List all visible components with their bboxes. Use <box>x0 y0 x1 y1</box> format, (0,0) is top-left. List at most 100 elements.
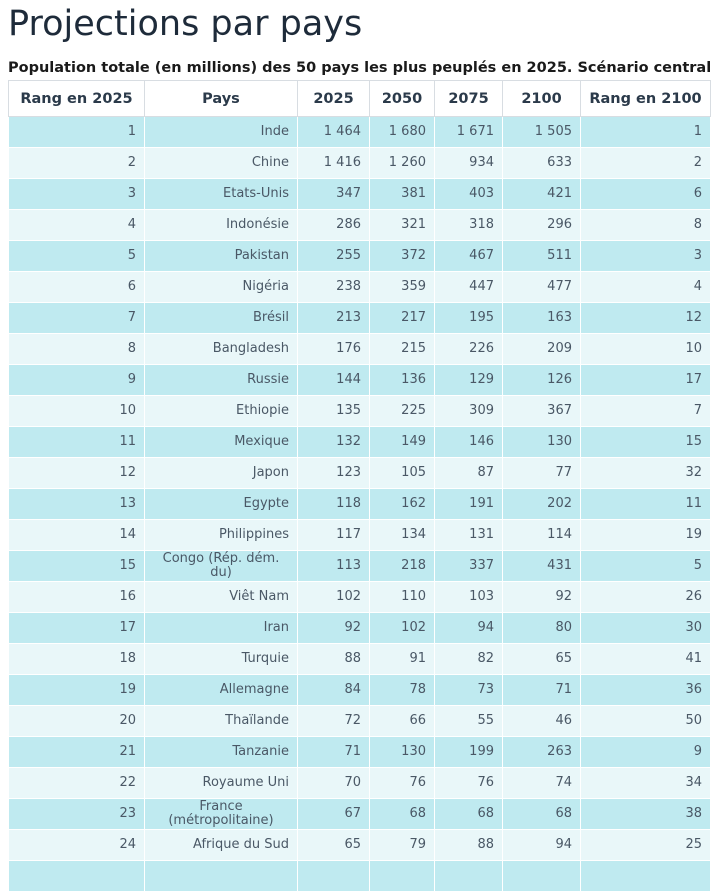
value-2075-cell: 309 <box>434 395 503 427</box>
table-row: 5 Pakistan 255 372 467 511 3 <box>8 240 711 272</box>
table-row: 7 Brésil 213 217 195 163 12 <box>8 302 711 334</box>
value-2100-cell: 209 <box>502 333 581 365</box>
value-2050-cell: 372 <box>369 240 435 272</box>
table-row: 3 Etats-Unis 347 381 403 421 6 <box>8 178 711 210</box>
value-2075-cell: 76 <box>434 767 503 799</box>
pays-label: Egypte <box>243 496 289 511</box>
value-2050-cell: 136 <box>369 364 435 396</box>
pays-label: Indonésie <box>226 217 289 232</box>
value-2050-cell: 76 <box>369 767 435 799</box>
pays-label: Allemagne <box>219 682 289 697</box>
rang-2100-cell: 6 <box>580 178 711 210</box>
rang-2025-cell: 14 <box>8 519 145 551</box>
value-2075-cell: 191 <box>434 488 503 520</box>
value-2100-cell: 65 <box>502 643 581 675</box>
rang-2025-cell: 20 <box>8 705 145 737</box>
pays-label: Viêt Nam <box>229 589 289 604</box>
value-2075-cell: 94 <box>434 612 503 644</box>
pays-cell: Inde <box>144 116 298 148</box>
value-2075-cell: 199 <box>434 736 503 768</box>
value-2075-cell: 226 <box>434 333 503 365</box>
value-2100-cell: 68 <box>502 798 581 830</box>
rang-2100-cell: 30 <box>580 612 711 644</box>
value-2025-cell: 176 <box>297 333 370 365</box>
header-rang-2025[interactable]: Rang en 2025 <box>8 80 145 117</box>
table-subtitle: Population totale (en millions) des 50 p… <box>8 60 712 76</box>
header-2075[interactable]: 2075 <box>434 80 503 117</box>
value-2100-cell: 74 <box>502 767 581 799</box>
value-2100-cell: 80 <box>502 612 581 644</box>
value-2025-cell: 1 416 <box>297 147 370 179</box>
table-row: 2 Chine 1 416 1 260 934 633 2 <box>8 147 711 179</box>
pays-cell: Ethiopie <box>144 395 298 427</box>
value-2050-cell: 78 <box>369 674 435 706</box>
value-2075-cell: 146 <box>434 426 503 458</box>
rang-2025-cell: 4 <box>8 209 145 241</box>
header-2050[interactable]: 2050 <box>369 80 435 117</box>
value-2100-cell: 126 <box>502 364 581 396</box>
header-rang-2100[interactable]: Rang en 2100 <box>580 80 711 117</box>
value-2050-cell: 321 <box>369 209 435 241</box>
value-2050-cell: 162 <box>369 488 435 520</box>
pays-label: Thaïlande <box>225 713 289 728</box>
value-2100-cell: 633 <box>502 147 581 179</box>
rang-2025-cell: 7 <box>8 302 145 334</box>
value-2050-cell: 381 <box>369 178 435 210</box>
value-2025-cell: 238 <box>297 271 370 303</box>
value-2050-cell: 110 <box>369 581 435 613</box>
table-row: 20 Thaïlande 72 66 55 46 50 <box>8 705 711 737</box>
rang-2025-cell: 1 <box>8 116 145 148</box>
pays-label: Russie <box>247 372 289 387</box>
header-2100[interactable]: 2100 <box>502 80 581 117</box>
value-2100-cell: 477 <box>502 271 581 303</box>
value-2025-cell: 65 <box>297 829 370 861</box>
table-row: 21 Tanzanie 71 130 199 263 9 <box>8 736 711 768</box>
value-2050-cell: 225 <box>369 395 435 427</box>
pays-label: Iran <box>263 620 289 635</box>
value-2100-cell: 130 <box>502 426 581 458</box>
table-row <box>8 860 711 892</box>
value-2025-cell: 72 <box>297 705 370 737</box>
value-2025-cell: 1 464 <box>297 116 370 148</box>
pays-label: Turquie <box>241 651 289 666</box>
table-header-row: Rang en 2025 Pays 2025 2050 2075 2100 Ra… <box>8 80 711 117</box>
pays-label: Philippines <box>218 527 289 542</box>
rang-2100-cell: 36 <box>580 674 711 706</box>
value-2050-cell: 1 680 <box>369 116 435 148</box>
value-2100-cell <box>502 860 581 892</box>
rang-2100-cell: 15 <box>580 426 711 458</box>
value-2100-cell: 71 <box>502 674 581 706</box>
rang-2025-cell: 22 <box>8 767 145 799</box>
value-2025-cell: 67 <box>297 798 370 830</box>
value-2050-cell: 105 <box>369 457 435 489</box>
pays-label: Afrique du Sud <box>193 837 289 852</box>
pays-cell: Indonésie <box>144 209 298 241</box>
value-2050-cell: 66 <box>369 705 435 737</box>
rang-2100-cell: 12 <box>580 302 711 334</box>
value-2100-cell: 263 <box>502 736 581 768</box>
value-2025-cell: 88 <box>297 643 370 675</box>
value-2050-cell: 217 <box>369 302 435 334</box>
header-pays[interactable]: Pays <box>144 80 298 117</box>
rang-2025-cell: 24 <box>8 829 145 861</box>
pays-cell: Pakistan <box>144 240 298 272</box>
page-title: Projections par pays <box>8 4 363 44</box>
pays-cell: Nigéria <box>144 271 298 303</box>
rang-2100-cell: 19 <box>580 519 711 551</box>
value-2100-cell: 202 <box>502 488 581 520</box>
value-2025-cell: 255 <box>297 240 370 272</box>
pays-label: Pakistan <box>234 248 289 263</box>
pays-label: Mexique <box>234 434 289 449</box>
value-2075-cell: 129 <box>434 364 503 396</box>
value-2025-cell: 135 <box>297 395 370 427</box>
pays-label: Ethiopie <box>236 403 289 418</box>
pays-cell: Afrique du Sud <box>144 829 298 861</box>
pays-cell <box>144 860 298 892</box>
value-2025-cell: 92 <box>297 612 370 644</box>
value-2075-cell: 55 <box>434 705 503 737</box>
rang-2100-cell <box>580 860 711 892</box>
header-2025[interactable]: 2025 <box>297 80 370 117</box>
pays-cell: Japon <box>144 457 298 489</box>
pays-cell: Etats-Unis <box>144 178 298 210</box>
rang-2025-cell: 21 <box>8 736 145 768</box>
